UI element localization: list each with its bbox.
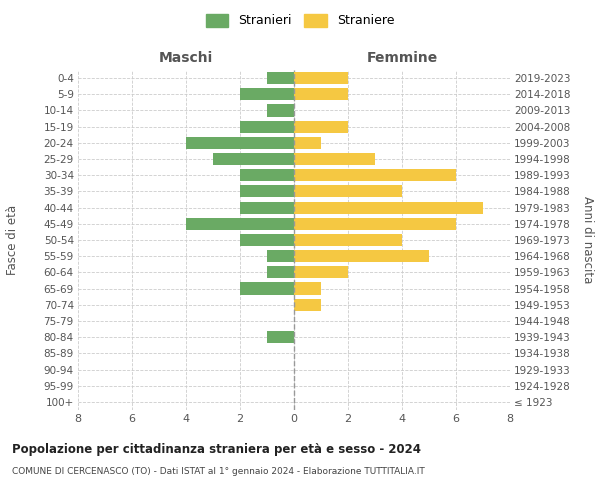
Bar bbox=[240, 202, 294, 213]
Text: Anni di nascita: Anni di nascita bbox=[581, 196, 594, 284]
Bar bbox=[186, 137, 294, 149]
Bar bbox=[294, 72, 348, 84]
Bar bbox=[240, 88, 294, 101]
Bar bbox=[240, 282, 294, 294]
Bar bbox=[267, 250, 294, 262]
Bar bbox=[267, 331, 294, 343]
Bar bbox=[213, 153, 294, 165]
Bar bbox=[294, 137, 321, 149]
Bar bbox=[294, 218, 456, 230]
Bar bbox=[294, 266, 348, 278]
Bar bbox=[294, 186, 402, 198]
Legend: Stranieri, Straniere: Stranieri, Straniere bbox=[201, 8, 399, 32]
Text: Maschi: Maschi bbox=[159, 51, 213, 65]
Bar bbox=[240, 234, 294, 246]
Bar bbox=[294, 250, 429, 262]
Bar bbox=[186, 218, 294, 230]
Bar bbox=[267, 104, 294, 117]
Bar bbox=[294, 282, 321, 294]
Bar bbox=[294, 202, 483, 213]
Bar bbox=[267, 72, 294, 84]
Bar bbox=[294, 88, 348, 101]
Text: Fasce di età: Fasce di età bbox=[6, 205, 19, 275]
Text: COMUNE DI CERCENASCO (TO) - Dati ISTAT al 1° gennaio 2024 - Elaborazione TUTTITA: COMUNE DI CERCENASCO (TO) - Dati ISTAT a… bbox=[12, 468, 425, 476]
Bar bbox=[294, 120, 348, 132]
Bar bbox=[240, 186, 294, 198]
Text: Popolazione per cittadinanza straniera per età e sesso - 2024: Popolazione per cittadinanza straniera p… bbox=[12, 442, 421, 456]
Bar bbox=[294, 169, 456, 181]
Bar bbox=[267, 266, 294, 278]
Bar bbox=[294, 298, 321, 311]
Bar bbox=[294, 153, 375, 165]
Text: Femmine: Femmine bbox=[367, 51, 437, 65]
Bar bbox=[240, 169, 294, 181]
Bar bbox=[294, 234, 402, 246]
Bar bbox=[240, 120, 294, 132]
